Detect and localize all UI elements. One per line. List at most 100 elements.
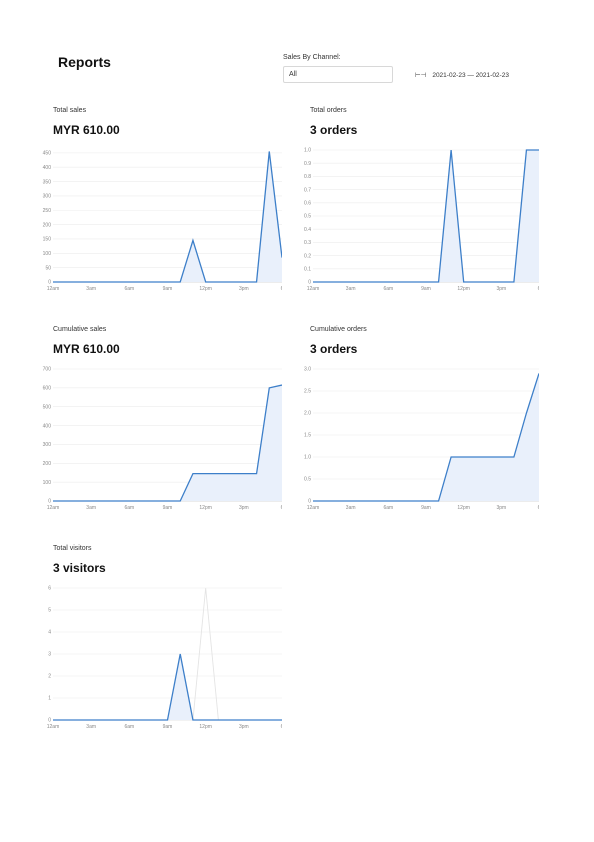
y-tick-label: 6: [48, 586, 51, 592]
y-tick-label: 500: [43, 404, 52, 410]
y-tick-label: 3.0: [304, 367, 311, 373]
total-visitors-value: 3 visitors: [53, 561, 106, 575]
series-area: [53, 151, 282, 282]
y-tick-label: 300: [43, 442, 52, 448]
x-tick-label: 12pm: [199, 505, 212, 511]
y-tick-label: 2.5: [304, 389, 311, 395]
x-tick-label: 6: [281, 724, 282, 730]
x-tick-label: 12pm: [199, 724, 212, 730]
x-tick-label: 3pm: [496, 505, 506, 511]
x-tick-label: 12am: [47, 286, 60, 292]
x-tick-label: 9am: [163, 286, 173, 292]
total-sales-value: MYR 610.00: [53, 123, 120, 137]
x-tick-label: 12am: [307, 286, 320, 292]
y-tick-label: 200: [43, 222, 52, 228]
y-tick-label: 2: [48, 674, 51, 680]
x-tick-label: 12pm: [457, 505, 470, 511]
series-line: [313, 149, 539, 283]
y-tick-label: 400: [43, 423, 52, 429]
x-tick-label: 12pm: [457, 286, 470, 292]
x-tick-label: 9am: [421, 505, 431, 511]
y-tick-label: 0: [48, 280, 51, 286]
x-tick-label: 6am: [124, 724, 134, 730]
series-line: [313, 373, 539, 502]
y-tick-label: 200: [43, 461, 52, 467]
page-title: Reports: [58, 54, 111, 70]
total-orders-value: 3 orders: [310, 123, 358, 137]
x-tick-label: 9am: [163, 724, 173, 730]
y-tick-label: 0: [308, 499, 311, 505]
series-area: [313, 373, 539, 501]
cumulative-orders-chart: 0 0.5 1.0 1.5 2.0 2.5 3.0 12am 3am 6am 9am 12pm 3pm 6: [304, 367, 539, 511]
x-tick-label: 9am: [421, 286, 431, 292]
y-tick-label: 0.1: [304, 267, 311, 273]
y-tick-label: 700: [43, 367, 52, 373]
y-tick-label: 300: [43, 194, 52, 200]
x-tick-label: 6: [281, 505, 282, 511]
y-tick-label: 0.2: [304, 253, 311, 259]
series-line: [53, 151, 282, 283]
y-tick-label: 1.5: [304, 433, 311, 439]
x-tick-label: 3am: [346, 286, 356, 292]
x-tick-label: 9am: [163, 505, 173, 511]
x-tick-label: 3pm: [239, 505, 249, 511]
cumulative-sales-label: Cumulative sales: [53, 326, 107, 333]
series-area: [53, 385, 282, 501]
y-tick-label: 1.0: [304, 148, 311, 154]
channel-select[interactable]: All: [283, 66, 393, 83]
x-tick-label: 6: [538, 505, 539, 511]
x-tick-label: 12am: [307, 505, 320, 511]
x-tick-label: 6am: [383, 286, 393, 292]
x-tick-label: 3pm: [239, 724, 249, 730]
series-area: [53, 654, 282, 720]
x-tick-label: 6am: [124, 286, 134, 292]
cumulative-orders-label: Cumulative orders: [310, 326, 367, 333]
x-tick-label: 3pm: [496, 286, 506, 292]
y-tick-label: 450: [43, 151, 52, 157]
cumulative-sales-value: MYR 610.00: [53, 342, 120, 356]
total-visitors-label: Total visitors: [53, 545, 92, 552]
date-range-picker[interactable]: ⊢⊣ 2021-02-23 — 2021-02-23: [415, 71, 509, 79]
cumulative-orders-value: 3 orders: [310, 342, 358, 356]
x-tick-label: 12am: [47, 505, 60, 511]
total-orders-chart: 0 0.1 0.2 0.3 0.4 0.5 0.6 0.7 0.8 0.9 1.0 12am 3am 6a…: [304, 148, 539, 292]
series-line: [53, 653, 282, 721]
x-tick-label: 3am: [86, 505, 96, 511]
series-line: [53, 384, 282, 502]
x-tick-label: 3am: [86, 724, 96, 730]
y-tick-label: 0.7: [304, 187, 311, 193]
cumulative-sales-chart: 0 100 200 300 400 500 600 700 12am 3am 6am 9am 12pm 3…: [43, 367, 282, 511]
x-tick-label: 6: [281, 286, 282, 292]
x-tick-label: 3pm: [239, 286, 249, 292]
y-tick-label: 0.5: [304, 214, 311, 220]
y-tick-label: 0.3: [304, 240, 311, 246]
date-range-text: 2021-02-23 — 2021-02-23: [432, 72, 509, 79]
channel-filter-label: Sales By Channel:: [283, 54, 341, 61]
x-tick-label: 12pm: [199, 286, 212, 292]
y-tick-label: 0: [48, 718, 51, 724]
channel-select-value: All: [289, 71, 297, 78]
y-tick-label: 350: [43, 179, 52, 185]
y-tick-label: 150: [43, 237, 52, 243]
y-tick-label: 0.5: [304, 477, 311, 483]
y-tick-label: 1: [48, 696, 51, 702]
total-sales-chart: 0 50 100 150 200 250 300 350 400 450 12am 3am 6am 9am…: [43, 151, 282, 292]
y-tick-label: 4: [48, 630, 51, 636]
y-tick-label: 5: [48, 608, 51, 614]
y-tick-label: 0: [48, 499, 51, 505]
y-tick-label: 2.0: [304, 411, 311, 417]
y-tick-label: 0: [308, 280, 311, 286]
y-tick-label: 0.9: [304, 161, 311, 167]
y-tick-label: 0.8: [304, 174, 311, 180]
y-tick-label: 100: [43, 251, 52, 257]
y-tick-label: 100: [43, 480, 52, 486]
calendar-icon: ⊢⊣: [415, 72, 427, 79]
series-area: [313, 150, 539, 282]
x-tick-label: 3am: [346, 505, 356, 511]
y-tick-label: 0.4: [304, 227, 311, 233]
y-tick-label: 600: [43, 386, 52, 392]
y-tick-label: 400: [43, 165, 52, 171]
y-tick-label: 50: [45, 265, 51, 271]
y-tick-label: 1.0: [304, 455, 311, 461]
x-tick-label: 3am: [86, 286, 96, 292]
